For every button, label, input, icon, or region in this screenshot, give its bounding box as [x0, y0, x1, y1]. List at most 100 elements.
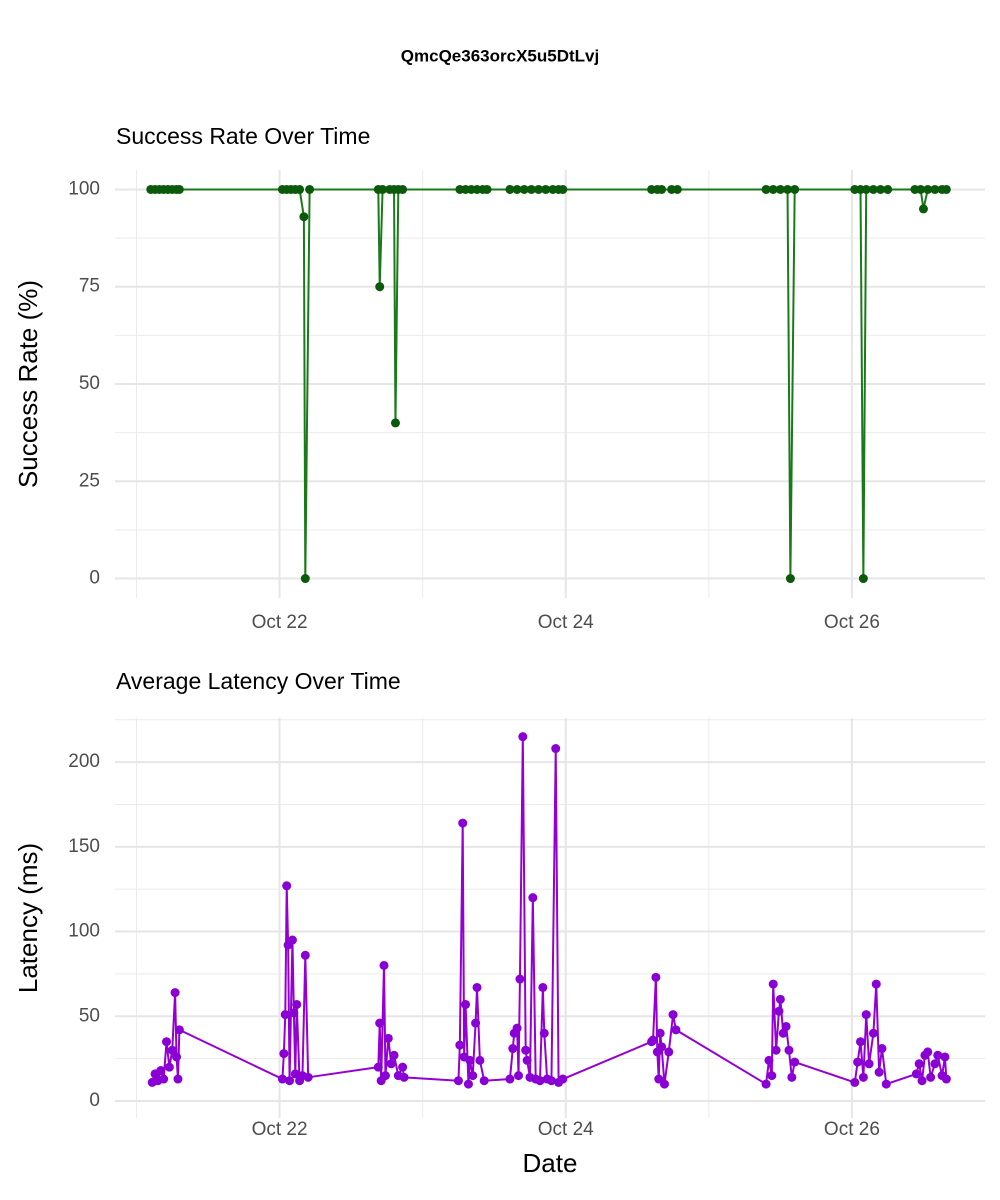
- data-point: [461, 999, 471, 1009]
- data-point: [172, 1052, 182, 1062]
- data-point: [303, 1072, 313, 1082]
- data-point: [778, 1028, 788, 1038]
- data-point: [861, 184, 871, 194]
- data-point: [941, 1074, 951, 1084]
- data-point: [659, 1079, 669, 1089]
- data-point: [868, 184, 878, 194]
- data-point: [279, 1049, 289, 1059]
- x-tick-label: Oct 22: [252, 1119, 308, 1140]
- data-point: [299, 212, 309, 222]
- data-point: [930, 1059, 940, 1069]
- data-point: [914, 1059, 924, 1069]
- y-tick-label: 0: [89, 568, 100, 589]
- data-point: [482, 184, 492, 194]
- data-point: [398, 184, 408, 194]
- data-point: [551, 744, 561, 754]
- data-point: [295, 184, 305, 194]
- data-point: [871, 979, 881, 989]
- data-point: [651, 972, 661, 982]
- y-tick-label: 25: [79, 470, 100, 491]
- data-point: [858, 1072, 868, 1082]
- data-point: [505, 1074, 515, 1084]
- data-point: [156, 1066, 166, 1076]
- data-point: [174, 1025, 184, 1035]
- data-point: [305, 184, 315, 194]
- data-point: [383, 1033, 393, 1043]
- data-point: [534, 184, 544, 194]
- data-point: [512, 1023, 522, 1033]
- data-point: [526, 184, 536, 194]
- data-point: [774, 1006, 784, 1016]
- data-point: [280, 1010, 290, 1020]
- data-point: [940, 1052, 950, 1062]
- data-point: [518, 732, 528, 742]
- data-point: [558, 1074, 568, 1084]
- data-point: [546, 1076, 556, 1086]
- data-point: [648, 1035, 658, 1045]
- data-point: [287, 935, 297, 945]
- data-point: [668, 1010, 678, 1020]
- data-point: [868, 1028, 878, 1038]
- data-point: [876, 184, 886, 194]
- data-point: [918, 204, 928, 214]
- data-point: [521, 1045, 531, 1055]
- data-point: [373, 1062, 383, 1072]
- data-point: [941, 184, 951, 194]
- data-point: [558, 184, 568, 194]
- data-point: [162, 1037, 172, 1047]
- x-tick-label: Oct 26: [824, 1119, 880, 1140]
- data-point: [923, 1047, 933, 1057]
- data-point: [864, 1059, 874, 1069]
- data-point: [761, 1079, 771, 1089]
- data-point: [657, 184, 667, 194]
- data-point: [535, 1076, 545, 1086]
- data-point: [784, 1045, 794, 1055]
- data-point: [787, 1072, 797, 1082]
- data-point: [783, 184, 793, 194]
- data-point: [664, 1047, 674, 1057]
- data-point: [917, 1076, 927, 1086]
- data-point: [538, 982, 548, 992]
- data-point: [541, 184, 551, 194]
- data-point: [671, 1025, 681, 1035]
- data-point: [761, 184, 771, 194]
- data-point: [881, 1079, 891, 1089]
- data-point: [458, 818, 468, 828]
- data-point: [380, 1071, 390, 1081]
- data-point: [767, 1071, 777, 1081]
- y-tick-label: 0: [89, 1090, 100, 1111]
- data-point: [514, 1071, 524, 1081]
- data-point: [883, 184, 893, 194]
- data-point: [781, 1021, 791, 1031]
- data-point: [515, 974, 525, 984]
- data-point: [528, 893, 538, 903]
- data-point: [874, 1067, 884, 1077]
- data-point: [170, 988, 180, 998]
- data-point: [300, 950, 310, 960]
- data-point: [375, 282, 385, 292]
- data-point: [292, 999, 302, 1009]
- data-point: [522, 1055, 532, 1065]
- y-tick-label: 50: [79, 1005, 100, 1026]
- data-point: [877, 1044, 887, 1054]
- data-point: [911, 1069, 921, 1079]
- page-title: QmcQe363orcX5u5DtLvj: [401, 46, 599, 65]
- data-point: [923, 184, 933, 194]
- data-point: [453, 1076, 463, 1086]
- data-point: [289, 1008, 299, 1018]
- data-point: [519, 184, 529, 194]
- x-tick-label: Oct 24: [538, 1119, 594, 1140]
- data-point: [389, 1050, 399, 1060]
- data-point: [785, 574, 795, 584]
- data-point: [290, 1069, 300, 1079]
- y-tick-label: 100: [68, 921, 100, 942]
- data-point: [933, 1050, 943, 1060]
- y-tick-label: 100: [68, 178, 100, 199]
- data-point: [790, 184, 800, 194]
- data-point: [386, 1059, 396, 1069]
- data-point: [465, 1055, 475, 1065]
- data-point: [771, 1045, 781, 1055]
- data-point: [775, 994, 785, 1004]
- data-point: [300, 574, 310, 584]
